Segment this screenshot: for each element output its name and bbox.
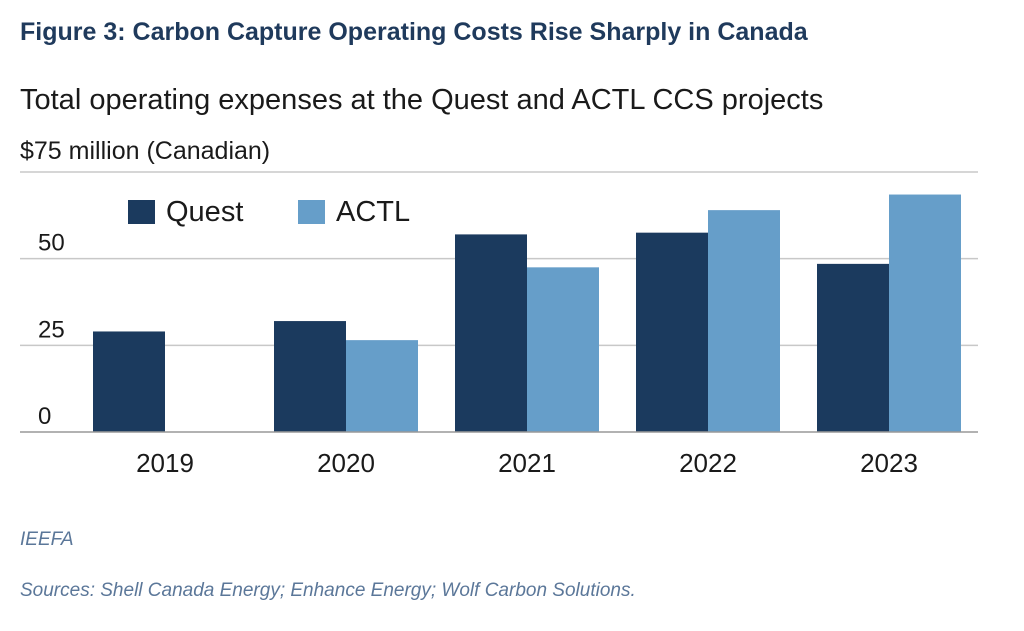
bar-quest	[455, 234, 527, 432]
x-tick-label: 2021	[498, 448, 556, 478]
y-tick-label: 0	[38, 403, 51, 430]
legend-label-actl: ACTL	[336, 196, 410, 228]
y-axis-unit-label: $75 million (Canadian)	[20, 137, 271, 165]
bar-actl	[346, 340, 418, 432]
bar-quest	[817, 263, 889, 432]
bar-actl	[527, 267, 599, 432]
chart-subtitle: Total operating expenses at the Quest an…	[20, 84, 824, 116]
legend-label-quest: Quest	[166, 196, 243, 228]
sources-note: Sources: Shell Canada Energy; Enhance En…	[20, 580, 636, 601]
bar-actl	[889, 194, 961, 432]
y-tick-label: 25	[38, 316, 65, 343]
bar-actl	[708, 210, 780, 432]
x-tick-label: 2020	[317, 448, 375, 478]
legend-swatch-quest	[128, 200, 155, 224]
figure-title: Figure 3: Carbon Capture Operating Costs…	[20, 18, 808, 46]
legend-swatch-actl	[298, 200, 325, 224]
y-tick-label: 50	[38, 230, 65, 257]
bar-chart: 0 25 50 2019 2020 2021 2022 2023 Quest ACTL	[20, 171, 978, 478]
x-tick-label: 2023	[860, 448, 918, 478]
x-tick-label: 2019	[136, 448, 194, 478]
bar-quest	[93, 331, 165, 432]
credit-label: IEEFA	[20, 529, 74, 550]
bar-quest	[636, 232, 708, 432]
x-tick-label: 2022	[679, 448, 737, 478]
bar-quest	[274, 321, 346, 432]
